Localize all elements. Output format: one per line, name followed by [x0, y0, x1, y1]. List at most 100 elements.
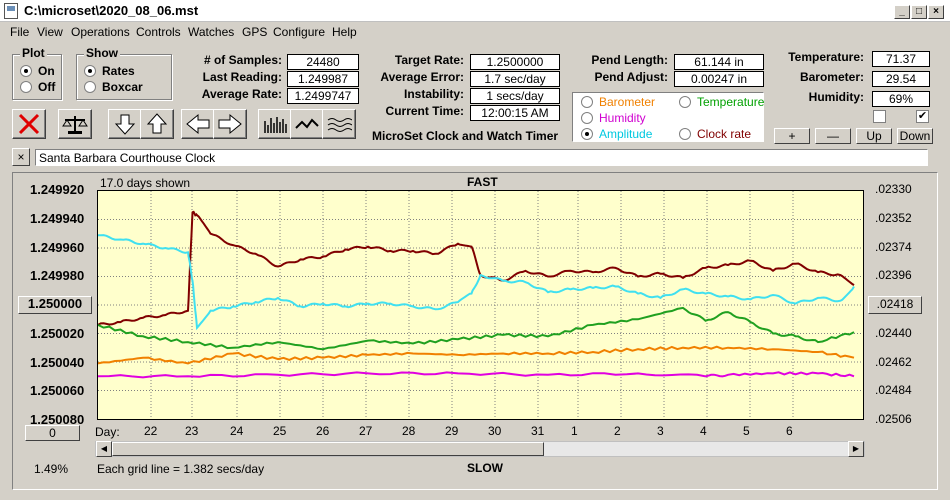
option-checkbox-2[interactable]: ✔ [916, 110, 929, 123]
clock-name-field[interactable]: Santa Barbara Courthouse Clock [35, 149, 928, 166]
temperature-value: 71.37 [872, 51, 930, 67]
sensor-radio-temperature[interactable] [679, 96, 691, 108]
pend-length-value: 61.144 in [674, 54, 764, 70]
y-left-tick: 1.249980 [30, 268, 85, 284]
x-tick: 5 [743, 424, 750, 438]
plus-button[interactable]: + [774, 128, 810, 144]
plot-on-radio[interactable] [20, 65, 32, 77]
y-right-center-button[interactable]: .02418 [868, 296, 922, 314]
menu-view[interactable]: View [37, 25, 63, 39]
x-tick: 6 [786, 424, 793, 438]
x-tick: 4 [700, 424, 707, 438]
sensor-label-barometer: Barometer [599, 95, 656, 109]
close-window-button[interactable]: × [928, 5, 944, 19]
menu-watches[interactable]: Watches [188, 25, 235, 39]
menu-operations[interactable]: Operations [71, 25, 130, 39]
zero-button[interactable]: 0 [25, 425, 80, 441]
minus-button[interactable]: — [815, 128, 851, 144]
barometer-value: 29.54 [872, 71, 930, 87]
balance-button[interactable] [58, 109, 92, 139]
samples-value: 24480 [287, 54, 359, 70]
plot-off-radio[interactable] [20, 81, 32, 93]
average-rate-value: 1.2499747 [287, 88, 359, 104]
sensor-selector: Barometer Temperature Humidity Amplitude Clo… [572, 92, 764, 142]
series-clock-rate [97, 210, 855, 326]
sensor-label-temperature: Temperature [697, 95, 765, 109]
window-title: C:\microset\2020_08_06.mst [24, 3, 199, 18]
temperature-label: Temperature: [788, 50, 864, 64]
maximize-button[interactable]: □ [911, 5, 927, 19]
minimize-button[interactable]: _ [894, 5, 910, 19]
y-left-center-button[interactable]: 1.250000 [18, 296, 92, 314]
y-left-tick: 1.250080 [30, 412, 85, 427]
series-humidity [97, 371, 855, 379]
show-rates-label: Rates [102, 64, 135, 78]
menu-file[interactable]: File [10, 25, 30, 39]
samples-label: # of Samples: [203, 53, 282, 67]
move-down-button[interactable] [108, 109, 142, 139]
move-up-button[interactable] [140, 109, 174, 139]
show-group [76, 54, 172, 100]
menu-configure[interactable]: Configure [273, 25, 326, 39]
multi-wave-icon [327, 118, 352, 132]
y-left-tick: 1.249920 [30, 182, 85, 197]
menu-gps[interactable]: GPS [242, 25, 268, 39]
percent-label: 1.49% [34, 462, 69, 476]
series-barometer [97, 345, 855, 365]
x-tick: 25 [273, 424, 287, 438]
last-reading-label: Last Reading: [202, 70, 282, 84]
move-left-button[interactable] [181, 109, 215, 139]
instability-value: 1 secs/day [470, 88, 560, 104]
scale-icon [62, 116, 88, 134]
title-bar: C:\microset\2020_08_06.mst _ □ × [0, 0, 950, 22]
sensor-radio-barometer[interactable] [581, 96, 593, 108]
show-boxcar-radio[interactable] [84, 81, 96, 93]
plot-area [97, 190, 864, 420]
sensor-radio-amplitude[interactable] [581, 128, 593, 140]
show-rates-radio[interactable] [84, 65, 96, 77]
sensor-radio-humidity[interactable] [581, 112, 593, 124]
pend-adjust-label: Pend Adjust: [594, 70, 668, 84]
menu-help[interactable]: Help [332, 25, 357, 39]
fast-label: FAST [467, 175, 498, 189]
x-tick: 26 [316, 424, 330, 438]
scroll-right-icon[interactable]: ▶ [848, 441, 864, 457]
instability-label: Instability: [403, 87, 464, 101]
stop-button[interactable] [12, 109, 46, 139]
y-left-tick: 1.250040 [30, 354, 85, 370]
arrow-down-icon [114, 114, 136, 135]
plot-group-title: Plot [20, 46, 47, 60]
current-time-label: Current Time: [385, 104, 464, 118]
average-error-label: Average Error: [380, 70, 464, 84]
y-left-tick: 1.249960 [30, 239, 85, 255]
down-button[interactable]: Down [897, 128, 933, 144]
horizontal-scrollbar[interactable]: ◀ ▶ [95, 441, 865, 457]
menu-bar: File View Operations Controls Watches GPS Conf… [0, 22, 950, 42]
clear-clock-button[interactable]: × [12, 148, 30, 166]
app-caption: MicroSet Clock and Watch Timer [372, 129, 559, 143]
humidity-label: Humidity: [808, 90, 864, 104]
pend-length-label: Pend Length: [591, 53, 668, 67]
option-checkbox-1[interactable] [873, 110, 886, 123]
sensor-label-amplitude: Amplitude [599, 127, 653, 141]
line-graph-button[interactable] [290, 109, 324, 139]
histogram-button[interactable] [258, 109, 292, 139]
sensor-label-clock-rate: Clock rate [697, 127, 752, 141]
x-tick: 3 [657, 424, 664, 438]
arrow-up-icon [146, 113, 168, 134]
trace-button[interactable] [322, 109, 356, 139]
up-button[interactable]: Up [856, 128, 892, 144]
sensor-radio-clock-rate[interactable] [679, 128, 691, 140]
scroll-left-icon[interactable]: ◀ [96, 441, 112, 457]
menu-controls[interactable]: Controls [136, 25, 181, 39]
scroll-thumb[interactable] [112, 442, 544, 456]
move-right-button[interactable] [213, 109, 247, 139]
average-rate-label: Average Rate: [201, 87, 282, 101]
x-tick: 28 [402, 424, 416, 438]
show-boxcar-label: Boxcar [102, 80, 143, 94]
pend-adjust-value: 0.00247 in [674, 71, 764, 87]
x-tick: 29 [445, 424, 459, 438]
y-right-tick: .02462 [875, 354, 912, 369]
series-amplitude [98, 234, 855, 331]
red-x-icon [18, 113, 40, 135]
